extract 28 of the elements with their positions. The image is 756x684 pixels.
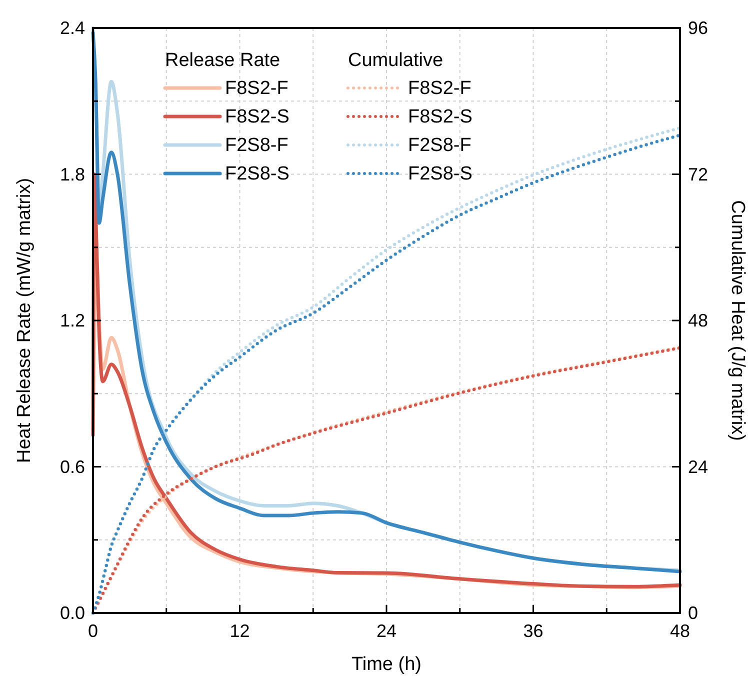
x-tick-label: 0 xyxy=(88,621,98,641)
legend-label: F2S8-F xyxy=(225,135,288,156)
x-tick-label: 12 xyxy=(230,621,250,641)
x-tick-label: 36 xyxy=(523,621,544,641)
annotation: Cumulative xyxy=(348,50,444,71)
legend-label: F2S8-S xyxy=(408,164,472,184)
y2-tick-label: 72 xyxy=(688,164,708,184)
y-tick-label: 1.2 xyxy=(60,310,85,330)
x-axis-title: Time (h) xyxy=(351,654,422,675)
legend-label: F2S8-S xyxy=(225,164,290,184)
y2-tick-label: 96 xyxy=(688,18,708,38)
x-tick-label: 24 xyxy=(376,621,397,641)
y-axis-title: Heat Release Rate (mW/g matrix) xyxy=(14,178,35,464)
y-tick-label: 0.0 xyxy=(60,603,85,623)
y-tick-label: 0.6 xyxy=(60,456,85,477)
y2-axis-title: Cumulative Heat (J/g matrix) xyxy=(727,200,748,441)
x-tick-label: 48 xyxy=(670,621,690,641)
legend-label: F2S8-F xyxy=(408,135,472,156)
y-tick-label: 2.4 xyxy=(60,18,85,38)
legend-label: F8S2-F xyxy=(225,78,288,99)
legend-label: F8S2-F xyxy=(408,78,472,99)
y-tick-label: 1.8 xyxy=(60,164,85,184)
y2-tick-label: 48 xyxy=(688,310,708,330)
y2-tick-label: 0 xyxy=(688,603,698,623)
legend-label: F8S2-S xyxy=(408,106,472,128)
legend-label: F8S2-S xyxy=(225,106,290,128)
legend-title: Release Rate xyxy=(165,50,280,71)
y2-tick-label: 24 xyxy=(688,456,708,477)
